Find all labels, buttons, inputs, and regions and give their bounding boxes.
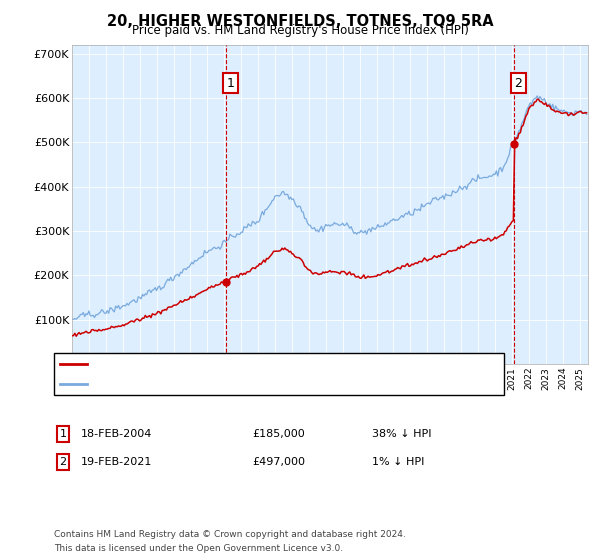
Text: 1: 1 [227,77,235,90]
Text: £185,000: £185,000 [252,429,305,439]
Text: 1: 1 [59,429,67,439]
Text: 1% ↓ HPI: 1% ↓ HPI [372,457,424,467]
Text: This data is licensed under the Open Government Licence v3.0.: This data is licensed under the Open Gov… [54,544,343,553]
Text: Contains HM Land Registry data © Crown copyright and database right 2024.: Contains HM Land Registry data © Crown c… [54,530,406,539]
Text: Price paid vs. HM Land Registry's House Price Index (HPI): Price paid vs. HM Land Registry's House … [131,24,469,37]
Text: 20, HIGHER WESTONFIELDS, TOTNES, TQ9 5RA: 20, HIGHER WESTONFIELDS, TOTNES, TQ9 5RA [107,14,493,29]
Text: 2: 2 [514,77,522,90]
Text: 18-FEB-2004: 18-FEB-2004 [81,429,152,439]
Text: HPI: Average price, detached house, South Hams: HPI: Average price, detached house, Sout… [93,379,349,389]
Text: 38% ↓ HPI: 38% ↓ HPI [372,429,431,439]
Text: £497,000: £497,000 [252,457,305,467]
Text: 19-FEB-2021: 19-FEB-2021 [81,457,152,467]
Text: 20, HIGHER WESTONFIELDS, TOTNES, TQ9 5RA (detached house): 20, HIGHER WESTONFIELDS, TOTNES, TQ9 5RA… [93,359,432,369]
Text: 2: 2 [59,457,67,467]
